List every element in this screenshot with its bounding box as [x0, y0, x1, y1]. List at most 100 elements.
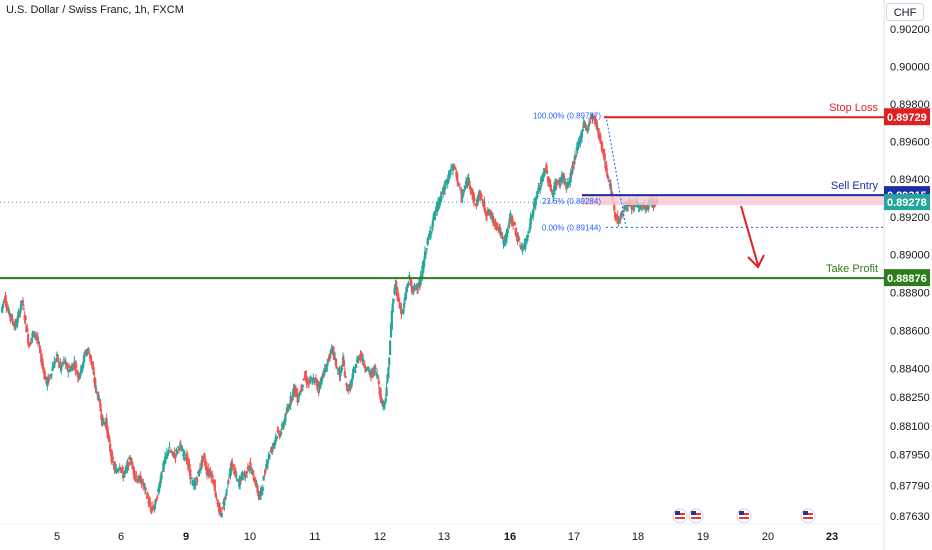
candle-body — [315, 379, 318, 386]
candle-body — [376, 377, 380, 379]
candle-body — [86, 350, 89, 355]
candle-body — [559, 182, 562, 185]
candle-body — [177, 446, 180, 448]
candle-body — [264, 470, 267, 473]
candle-body — [53, 361, 56, 368]
candle-body — [353, 368, 356, 370]
candle-body — [647, 203, 650, 210]
candle-body — [332, 346, 335, 355]
candle-body — [536, 195, 539, 197]
candle-body — [57, 361, 60, 363]
candle-body — [72, 364, 75, 368]
candle-body — [163, 461, 166, 467]
candle-body — [620, 214, 623, 217]
candle-body — [99, 403, 102, 412]
candle-body — [587, 123, 591, 127]
candle-body — [552, 191, 555, 198]
candle-body — [74, 365, 77, 371]
candle-body — [143, 486, 147, 489]
candle-body — [241, 472, 244, 479]
candle-body — [10, 316, 13, 320]
candle-body — [589, 118, 592, 120]
candle-body — [437, 199, 441, 209]
candle-body — [198, 470, 201, 477]
candle-body — [452, 165, 455, 167]
flag-canton — [739, 511, 744, 515]
candle-body — [89, 355, 93, 363]
candle-body — [301, 385, 304, 387]
candle-body — [487, 209, 490, 212]
candle-body — [237, 479, 240, 481]
candle-body — [572, 165, 575, 167]
candle-body — [94, 379, 97, 389]
candle-body — [59, 362, 62, 368]
candle-body — [114, 465, 117, 469]
candle-body — [362, 363, 366, 367]
candle-body — [7, 309, 11, 315]
candle-body — [263, 474, 266, 476]
candle-body — [244, 476, 247, 478]
candle-body — [300, 389, 303, 391]
candle-body — [223, 501, 226, 506]
flag-stripe — [691, 517, 701, 519]
candle-body — [388, 358, 391, 365]
candle-body — [87, 348, 90, 350]
candle-body — [20, 300, 23, 310]
candle-body — [450, 168, 453, 170]
candle-body — [345, 383, 348, 386]
candle-body — [563, 180, 566, 183]
candle-body — [135, 475, 138, 478]
candle-body — [600, 141, 604, 152]
candle-body — [22, 308, 25, 310]
candle-body — [329, 349, 332, 354]
candle-body — [159, 476, 162, 484]
candle-body — [416, 288, 419, 290]
candle-body — [292, 388, 295, 397]
candle-body — [181, 449, 184, 452]
candle-body — [614, 212, 617, 219]
candle-body — [603, 153, 606, 161]
price-tick-label: 0.89400 — [890, 174, 930, 186]
candle-body — [157, 485, 161, 493]
candle-body — [309, 379, 312, 382]
candle-body — [496, 223, 499, 226]
candle-body — [459, 189, 462, 191]
candle-body — [152, 507, 155, 510]
candle-body — [27, 334, 30, 344]
candle-body — [190, 477, 193, 479]
candle-body — [464, 181, 468, 186]
candle-body — [352, 369, 355, 373]
candle-body — [324, 367, 327, 369]
candle-body — [82, 354, 86, 363]
currency-selector[interactable]: CHF — [886, 3, 924, 21]
price-tick-label: 0.87950 — [890, 450, 930, 462]
candle-body — [397, 297, 400, 300]
candle-body — [414, 288, 417, 290]
candle-body — [247, 466, 250, 471]
candle-body — [497, 226, 500, 231]
price-tick-label: 0.89200 — [890, 212, 930, 224]
candle-body — [35, 334, 38, 339]
candle-body — [463, 189, 466, 192]
candle-body — [18, 314, 21, 316]
candle-body — [489, 212, 492, 216]
projection-arrowhead — [747, 254, 765, 269]
candle-body — [43, 371, 46, 379]
candle-body — [335, 367, 339, 369]
candle-body — [548, 180, 551, 187]
candle-body — [430, 227, 434, 229]
candle-body — [514, 228, 517, 235]
candle-body — [508, 218, 511, 225]
candle-body — [426, 238, 429, 245]
candle-body — [546, 170, 549, 174]
candle-body — [298, 395, 301, 397]
candle-body — [427, 237, 430, 241]
candle-body — [170, 451, 173, 453]
candle-body — [254, 480, 257, 487]
candle-body — [290, 398, 293, 400]
candle-body — [357, 358, 360, 361]
candle-body — [633, 204, 636, 207]
candle-body — [111, 456, 114, 461]
candle-body — [16, 316, 19, 323]
